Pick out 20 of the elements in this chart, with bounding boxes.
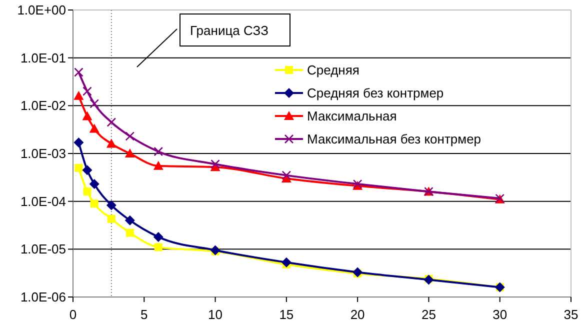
legend-label: Максимальная без контрмер xyxy=(307,132,482,147)
x-tick-label: 15 xyxy=(279,307,294,322)
annotation: Граница СЗЗ xyxy=(190,23,269,38)
legend-label: Средняя xyxy=(307,62,360,78)
y-tick-label: 1.0E-03 xyxy=(20,146,66,162)
legend-label: Средняя без контрмер xyxy=(307,86,444,101)
legend-label: Максимальная xyxy=(307,108,397,124)
y-tick-label: 1.0E-02 xyxy=(20,98,66,114)
x-tick-label: 10 xyxy=(208,307,223,322)
y-tick-label: 1.0E-04 xyxy=(20,194,66,209)
x-tick-label: 30 xyxy=(492,307,508,322)
y-tick-label: 1.0E+00 xyxy=(17,2,66,18)
y-tick-label: 1.0E-05 xyxy=(20,242,66,257)
x-tick-label: 25 xyxy=(421,307,436,322)
x-tick-label: 0 xyxy=(69,307,77,322)
x-tick-label: 35 xyxy=(564,307,578,322)
x-tick-label: 5 xyxy=(140,307,148,322)
y-tick-label: 1.0E-06 xyxy=(20,290,66,305)
x-tick-label: 20 xyxy=(350,307,365,322)
y-tick-label: 1.0E-01 xyxy=(20,50,66,66)
